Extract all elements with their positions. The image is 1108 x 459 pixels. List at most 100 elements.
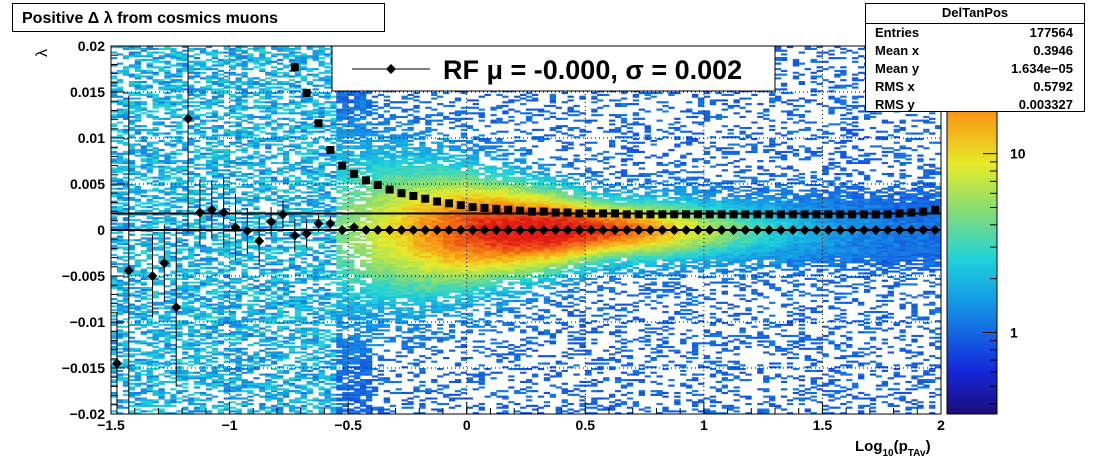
data-point-square (385, 185, 394, 194)
colorbar-band (947, 328, 997, 332)
data-point-diamond (562, 225, 573, 235)
data-point-square (741, 210, 750, 219)
colorbar-band (947, 334, 997, 338)
data-point-diamond (918, 225, 929, 235)
stats-row-entries: Entries 177564 (875, 25, 1073, 40)
data-point-diamond (870, 225, 881, 235)
data-point-square (682, 210, 691, 219)
data-point-diamond (443, 225, 454, 235)
colorbar-band (947, 263, 997, 268)
colorbar-band (947, 279, 997, 283)
data-point-square (397, 189, 406, 198)
data-point-diamond (183, 113, 194, 124)
colorbar-band (947, 184, 997, 188)
colorbar-band (947, 407, 997, 412)
data-point-diamond (455, 225, 466, 235)
colorbar-band (947, 153, 997, 157)
data-point-square (480, 203, 489, 212)
data-point-diamond (609, 225, 620, 235)
chart-title-box: Positive Δ λ from cosmics muons (12, 3, 385, 32)
colorbar-band (947, 233, 997, 237)
data-point-diamond (692, 225, 703, 235)
data-point-square (705, 210, 714, 219)
x-tick-label: −1.5 (97, 417, 125, 433)
data-point-square (717, 210, 726, 219)
colorbar-band (947, 340, 997, 344)
data-point-diamond (159, 258, 170, 269)
x-axis-label: Log10(pTAv) (855, 438, 931, 459)
x-tick-label: 1 (700, 417, 708, 433)
data-point-square (551, 208, 560, 217)
colorbar-band (947, 285, 997, 289)
colorbar-band (947, 257, 997, 262)
colorbar-band (947, 159, 997, 164)
data-point-diamond (799, 225, 810, 235)
data-point-diamond (858, 225, 869, 235)
colorbar-band (947, 395, 997, 400)
colorbar-band (947, 168, 997, 173)
data-point-square (800, 210, 809, 219)
data-point-diamond (740, 225, 751, 235)
colorbar-band (947, 318, 997, 323)
colorbar-band (947, 236, 997, 240)
colorbar-band (947, 282, 997, 286)
colorbar-band (947, 134, 997, 139)
data-point-square (409, 191, 418, 200)
colorbar-band (947, 113, 997, 118)
data-point-square (326, 145, 335, 154)
data-point-square (421, 194, 430, 203)
data-point-diamond (337, 225, 348, 235)
data-point-square (883, 210, 892, 219)
data-point-diamond (242, 225, 253, 236)
colorbar-band (947, 312, 997, 317)
colorbar-band (947, 147, 997, 151)
colorbar-band (947, 242, 997, 246)
y-tick-label: −0.01 (70, 314, 106, 330)
colorbar-band (947, 254, 997, 259)
data-point-square (575, 209, 584, 218)
data-point-square (658, 210, 667, 219)
colorbar-tick-label: 1 (1010, 324, 1018, 340)
x-tick-label: 0.5 (576, 417, 596, 433)
data-point-diamond (515, 225, 526, 235)
colorbar-band (947, 220, 997, 225)
colorbar-band (947, 162, 997, 167)
data-point-square (527, 207, 536, 216)
colorbar-band (947, 171, 997, 176)
colorbar-band (947, 208, 997, 213)
colorbar-band (947, 380, 997, 384)
colorbar-band (947, 374, 997, 378)
data-point-diamond (408, 225, 419, 235)
data-point-square (338, 161, 347, 170)
colorbar-tick-label: 10 (1010, 146, 1026, 162)
data-point-diamond (277, 209, 288, 220)
data-point-square (587, 209, 596, 218)
data-point-diamond (752, 225, 763, 235)
colorbar-band (947, 119, 997, 124)
colorbar-band (947, 217, 997, 222)
data-point-square (634, 210, 643, 219)
colorbar-band (947, 193, 997, 197)
data-point-square (765, 210, 774, 219)
data-point-diamond (764, 225, 775, 235)
data-point-diamond (491, 225, 502, 235)
colorbar-band (947, 174, 997, 179)
colorbar-band (947, 248, 997, 252)
colorbar-band (947, 180, 997, 185)
data-point-diamond (218, 207, 229, 218)
data-point-square (859, 210, 868, 219)
colorbar-band (947, 266, 997, 271)
colorbar-band (947, 337, 997, 341)
data-point-square (563, 208, 572, 217)
stats-row-mean-x: Mean x 0.3946 (875, 43, 1073, 58)
colorbar-band (947, 398, 997, 403)
data-point-diamond (550, 225, 561, 235)
data-markers (111, 46, 941, 414)
colorbar-band (947, 389, 997, 394)
colorbar-band (947, 355, 997, 360)
legend-label: RF μ = -0.000, σ = 0.002 (443, 55, 742, 85)
data-point-diamond (194, 207, 205, 218)
colorbar-band (947, 214, 997, 219)
data-point-diamond (467, 225, 478, 235)
data-point-diamond (384, 225, 395, 235)
